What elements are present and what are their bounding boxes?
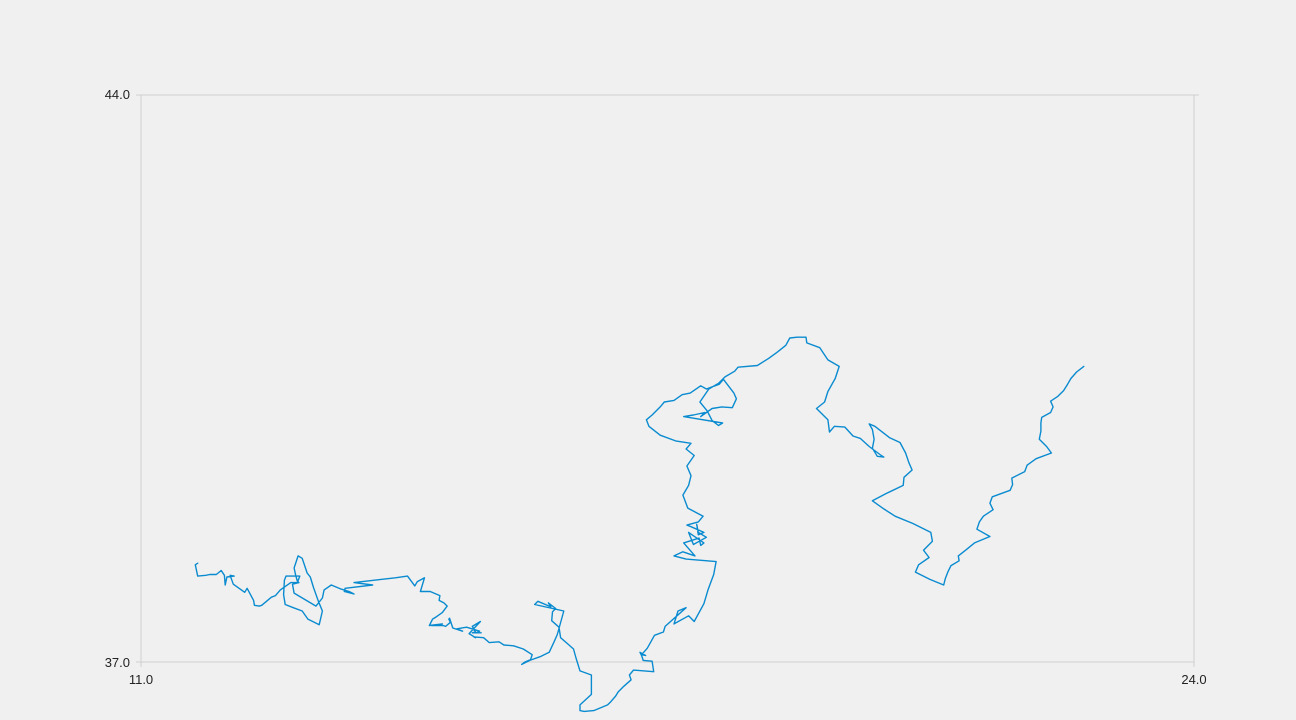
x-tick-label-right: 24.0 [1181,672,1206,687]
plot-frame [140,94,1195,663]
x-tick-label-left: 11.0 [129,672,153,687]
series-layer [194,336,1085,713]
y-tick-label-top: 44.0 [105,87,130,102]
axis-ticks [136,94,1199,667]
axis-tick-labels: 44.0 37.0 11.0 24.0 [105,87,1207,687]
series-line-0 [194,336,1085,713]
y-tick-label-bottom: 37.0 [105,655,130,670]
